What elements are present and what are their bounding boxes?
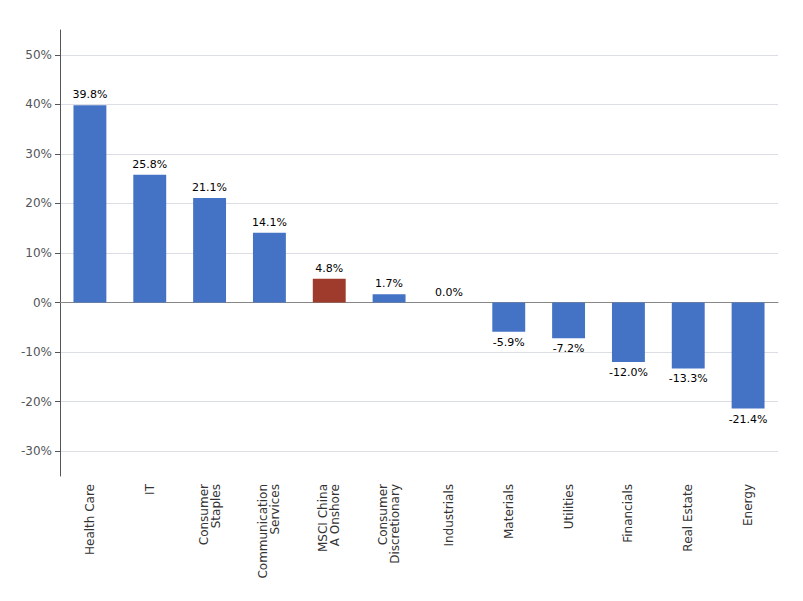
svg-text:Staples: Staples — [209, 484, 223, 528]
svg-text:Real Estate: Real Estate — [681, 484, 695, 552]
svg-text:40%: 40% — [25, 97, 52, 111]
svg-text:0%: 0% — [33, 296, 52, 310]
svg-text:A Onshore: A Onshore — [328, 484, 342, 546]
svg-text:-5.9%: -5.9% — [493, 336, 525, 349]
svg-text:50%: 50% — [25, 48, 52, 62]
svg-text:-12.0%: -12.0% — [609, 366, 648, 379]
svg-text:Communication: Communication — [256, 484, 271, 579]
svg-text:MSCI China: MSCI China — [316, 484, 331, 552]
svg-text:-30%: -30% — [21, 444, 52, 458]
svg-text:-10%: -10% — [21, 345, 52, 359]
svg-text:Consumer: Consumer — [376, 484, 391, 546]
svg-text:Health Care: Health Care — [83, 484, 97, 555]
svg-text:Materials: Materials — [502, 484, 516, 539]
svg-text:4.8%: 4.8% — [315, 262, 343, 275]
svg-text:-13.3%: -13.3% — [669, 372, 708, 385]
svg-text:14.1%: 14.1% — [252, 216, 287, 229]
svg-text:1.7%: 1.7% — [375, 277, 403, 290]
svg-text:30%: 30% — [25, 147, 52, 161]
svg-text:-21.4%: -21.4% — [729, 413, 768, 426]
svg-text:0.0%: 0.0% — [435, 286, 463, 299]
svg-text:Consumer: Consumer — [196, 484, 211, 546]
svg-text:Utilities: Utilities — [562, 484, 576, 529]
svg-text:20%: 20% — [25, 196, 52, 210]
svg-text:-20%: -20% — [21, 395, 52, 409]
svg-text:Discretionary: Discretionary — [388, 484, 402, 564]
svg-text:-7.2%: -7.2% — [553, 342, 585, 355]
svg-text:Financials: Financials — [621, 484, 635, 543]
svg-text:39.8%: 39.8% — [72, 88, 107, 101]
svg-text:IT: IT — [143, 483, 157, 495]
svg-text:25.8%: 25.8% — [132, 158, 167, 171]
svg-text:10%: 10% — [25, 246, 52, 260]
svg-text:Industrials: Industrials — [442, 484, 456, 547]
svg-text:Energy: Energy — [741, 484, 755, 526]
svg-text:21.1%: 21.1% — [192, 181, 227, 194]
svg-text:Services: Services — [268, 484, 282, 535]
